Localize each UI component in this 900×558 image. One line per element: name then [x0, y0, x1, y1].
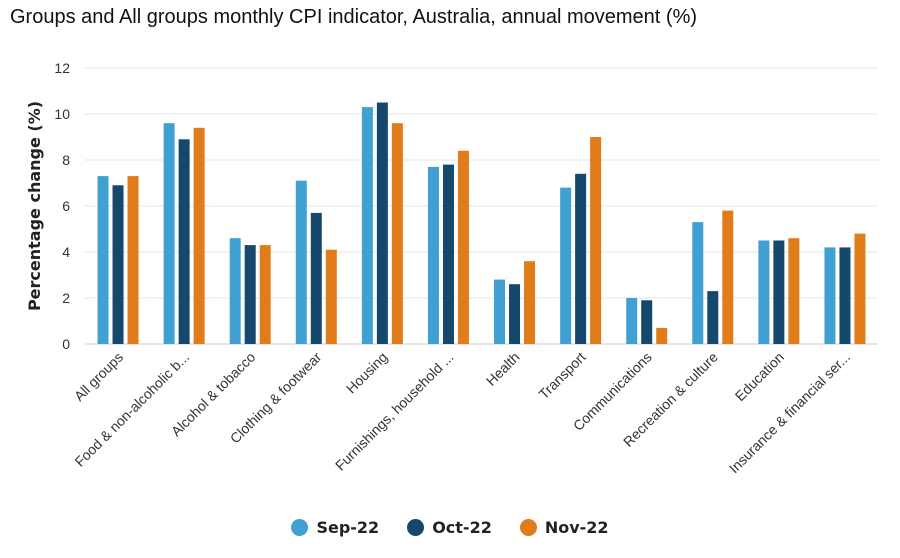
x-tick-label: Housing [343, 349, 391, 397]
bar[interactable] [575, 173, 587, 344]
bar[interactable] [824, 247, 836, 344]
bar[interactable] [524, 261, 536, 344]
bar[interactable] [361, 107, 373, 344]
bar[interactable] [163, 123, 175, 344]
bar[interactable] [97, 176, 109, 344]
x-tick-label: Food & non-alcoholic b... [71, 349, 192, 470]
bar[interactable] [692, 222, 704, 344]
bar[interactable] [773, 240, 785, 345]
bar[interactable] [325, 249, 337, 344]
legend-label: Oct-22 [432, 518, 492, 537]
bar[interactable] [229, 238, 241, 344]
bar[interactable] [758, 240, 770, 345]
gridlines [85, 67, 878, 345]
bar[interactable] [641, 300, 653, 344]
bar-chart: 0 2 4 6 8 10 12 Percentage change (%) All grou… [25, 60, 878, 477]
bar[interactable] [839, 247, 851, 344]
y-tick-label: 2 [62, 290, 70, 306]
bar[interactable] [560, 187, 572, 344]
bar[interactable] [259, 245, 271, 344]
bar[interactable] [376, 102, 388, 345]
legend-marker [519, 519, 537, 536]
y-axis: 0 2 4 6 8 10 12 [54, 60, 70, 352]
legend-label: Nov-22 [544, 518, 609, 537]
y-tick-label: 0 [62, 336, 70, 352]
y-tick-label: 12 [54, 60, 70, 76]
bar[interactable] [457, 150, 469, 344]
y-tick-label: 10 [54, 106, 70, 122]
bars [97, 102, 866, 345]
x-tick-label: Furnishings, household ... [332, 349, 457, 474]
bar[interactable] [295, 180, 307, 344]
bar[interactable] [788, 238, 800, 344]
legend-marker [291, 519, 309, 536]
x-tick-label: Insurance & financial ser... [726, 349, 853, 476]
bar[interactable] [590, 137, 602, 344]
legend-marker [407, 519, 425, 536]
x-tick-label: Health [483, 349, 523, 389]
bar[interactable] [656, 327, 668, 344]
legend: Sep-22 Oct-22 Nov-22 [0, 518, 900, 537]
bar[interactable] [112, 185, 124, 344]
x-tick-label: Transport [535, 349, 588, 402]
legend-label: Sep-22 [316, 518, 380, 537]
bar[interactable] [494, 279, 506, 344]
bar[interactable] [722, 210, 734, 344]
bar[interactable] [244, 245, 256, 344]
bar[interactable] [442, 164, 454, 344]
bar[interactable] [127, 176, 139, 344]
y-tick-label: 6 [62, 198, 70, 214]
bar[interactable] [427, 166, 439, 344]
x-tick-label: Education [732, 349, 787, 404]
legend-item[interactable]: Oct-22 [407, 518, 492, 537]
legend-item[interactable]: Sep-22 [291, 518, 379, 537]
y-tick-label: 8 [62, 152, 70, 168]
y-tick-label: 4 [62, 244, 70, 260]
bar[interactable] [391, 123, 403, 344]
bar[interactable] [310, 212, 322, 344]
bar[interactable] [193, 127, 205, 344]
y-axis-label: Percentage change (%) [25, 101, 44, 311]
bar[interactable] [707, 291, 719, 344]
bar[interactable] [509, 284, 521, 344]
bar[interactable] [854, 233, 866, 344]
bar[interactable] [626, 298, 638, 344]
legend-item[interactable]: Nov-22 [519, 518, 609, 537]
bar[interactable] [178, 139, 190, 344]
chart-title: Groups and All groups monthly CPI indica… [10, 6, 698, 28]
x-tick-label: All groups [71, 349, 126, 404]
